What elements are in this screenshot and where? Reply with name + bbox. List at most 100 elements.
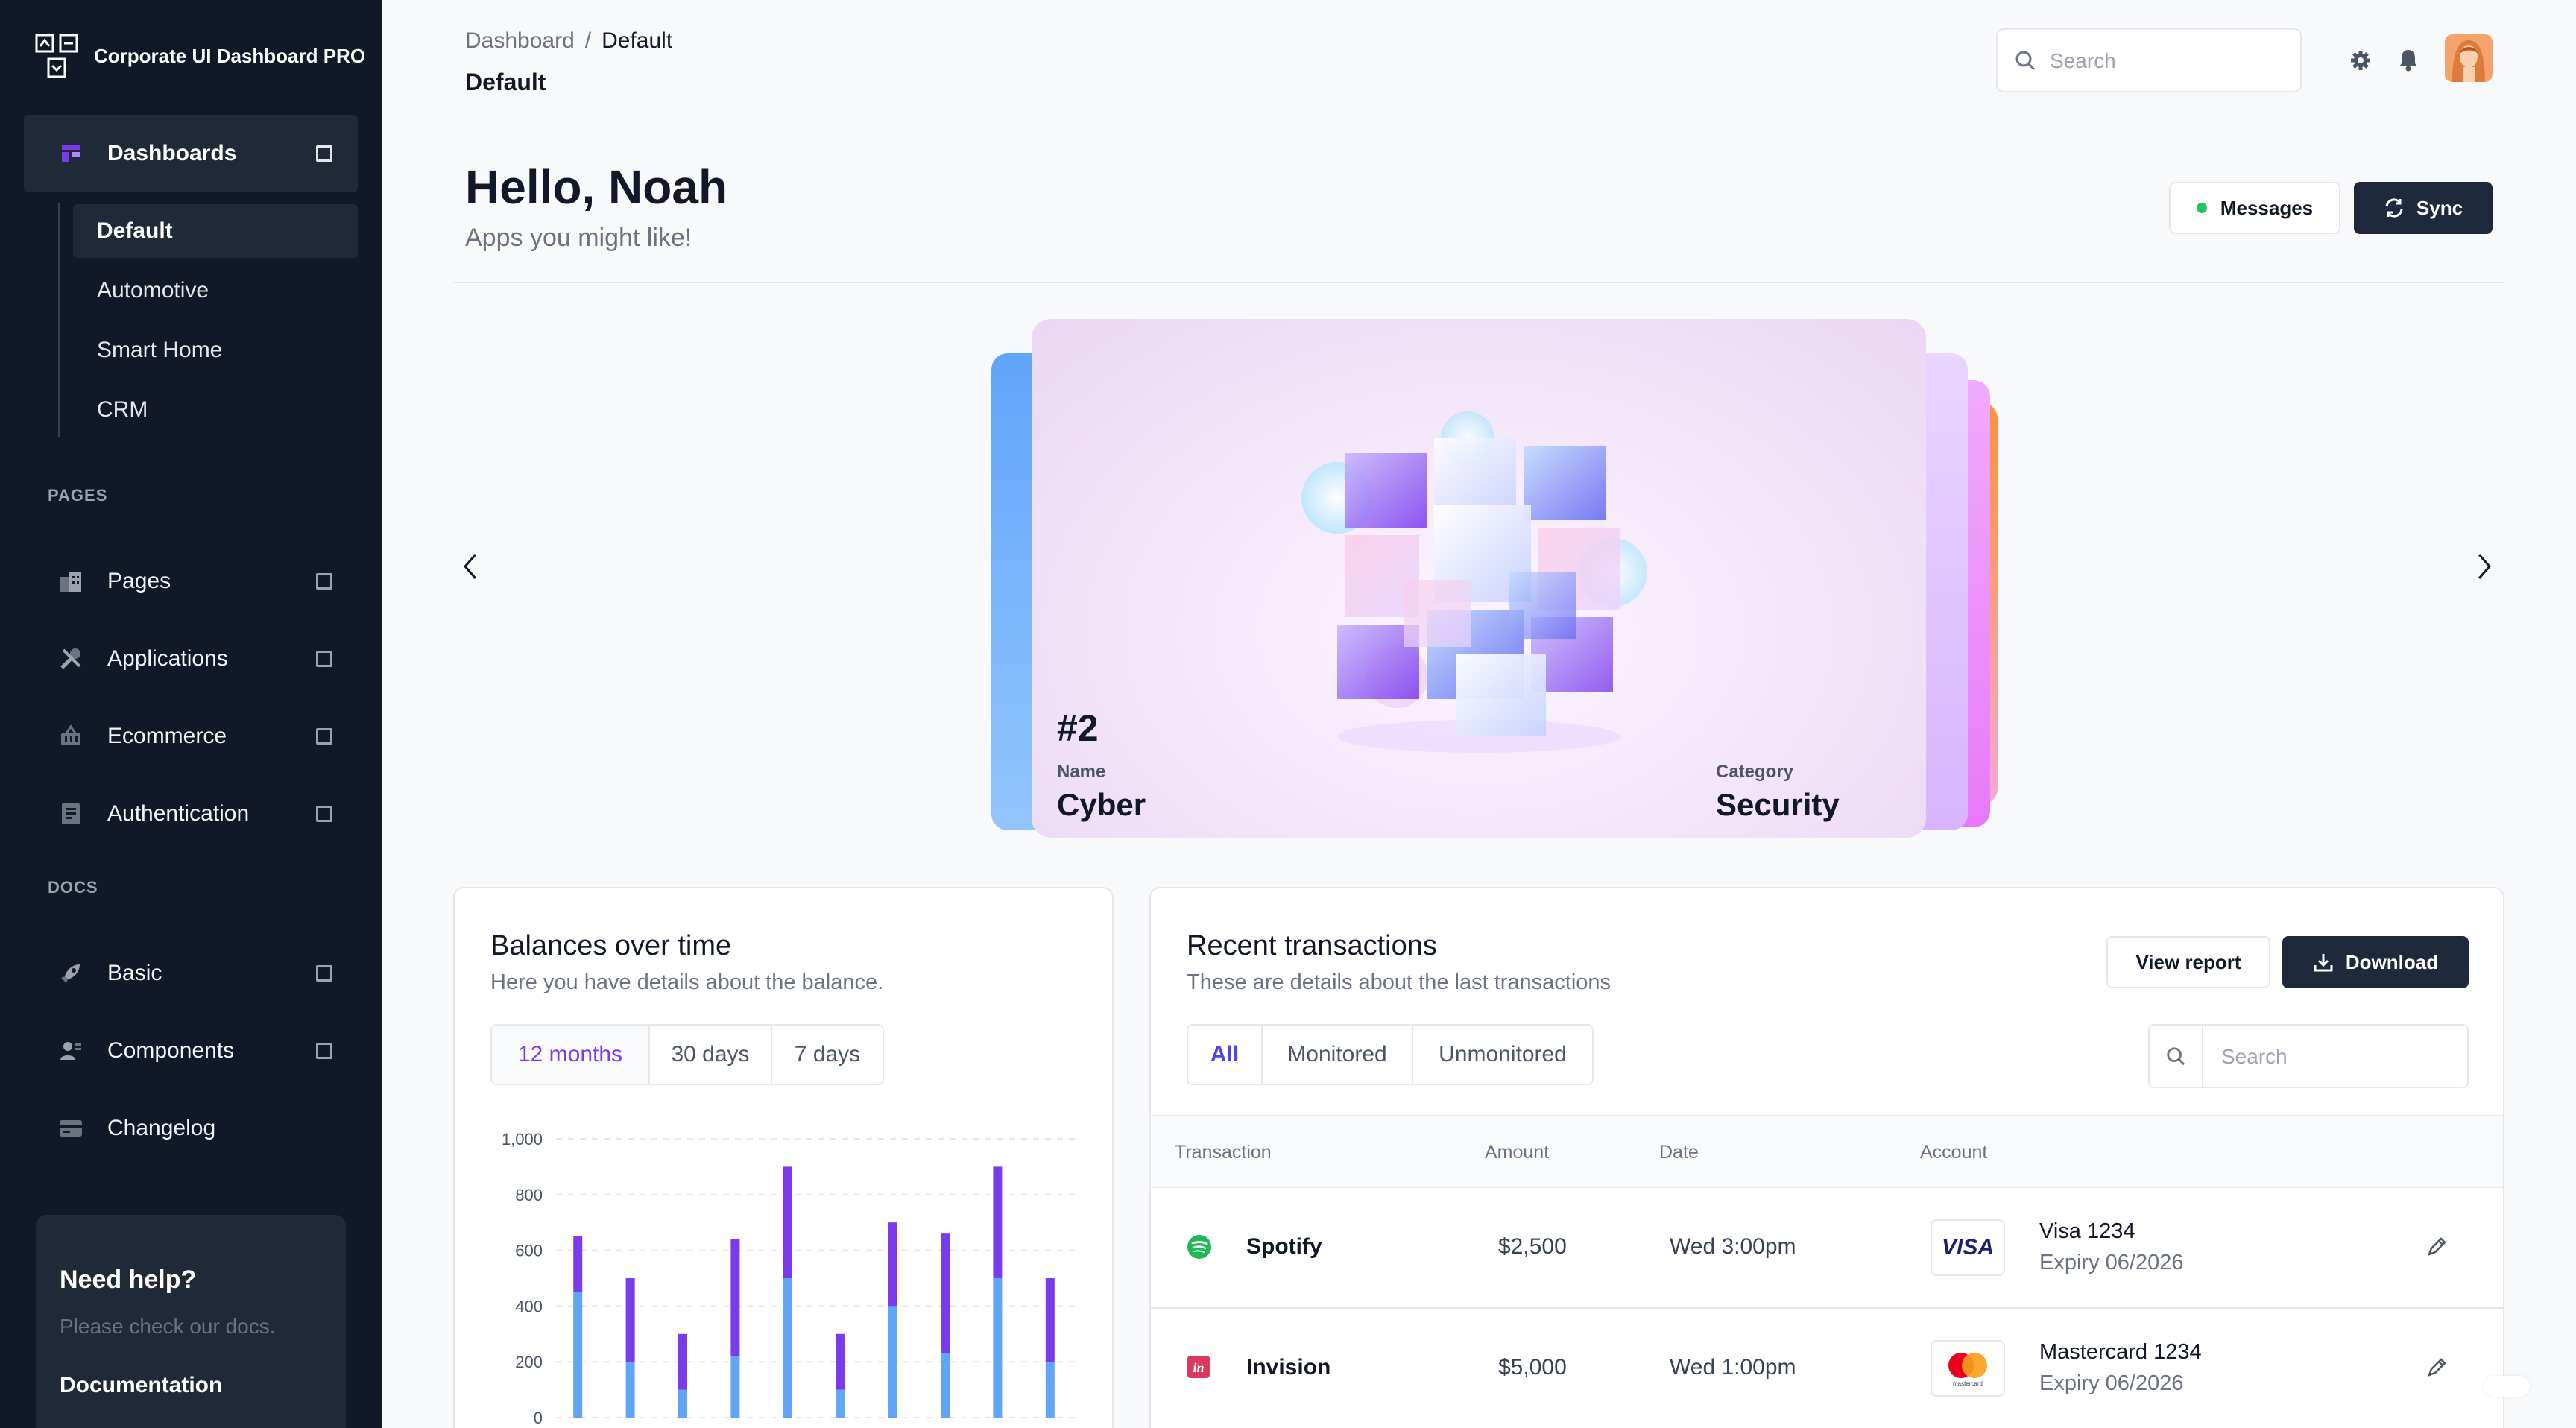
collapse-toggle-icon[interactable] <box>316 573 332 590</box>
view-report-button[interactable]: View report <box>2106 936 2270 988</box>
sidebar-item-applications[interactable]: Applications <box>24 629 358 689</box>
chart-bar-series-2[interactable] <box>836 1333 845 1390</box>
sidebar-subitem-automotive[interactable]: Automotive <box>97 278 209 303</box>
sync-button[interactable]: Sync <box>2354 182 2493 234</box>
y-tick-label: 400 <box>515 1297 543 1315</box>
search-input[interactable] <box>2050 45 2288 78</box>
carousel-card[interactable]: #2 Name Cyber Category Security <box>1032 319 1926 838</box>
chart-bar-series-2[interactable] <box>730 1239 740 1356</box>
sidebar-item-ecommerce[interactable]: Ecommerce <box>24 707 358 766</box>
sidebar-item-label: Pages <box>107 569 171 593</box>
sidebar-item-basic[interactable]: Basic <box>24 944 358 1003</box>
tab-unmonitored[interactable]: Unmonitored <box>1413 1026 1592 1084</box>
table-row[interactable]: in Invision $5,000 Wed 1:00pm mastercard… <box>1151 1309 2503 1428</box>
chart-bar-series-1[interactable] <box>573 1292 583 1418</box>
brand[interactable]: Corporate UI Dashboard PRO <box>34 33 365 79</box>
collapse-toggle-icon[interactable] <box>316 965 332 982</box>
pencil-icon[interactable] <box>2425 1356 2448 1379</box>
bell-icon[interactable] <box>2397 48 2419 72</box>
carousel-category-value: Security <box>1716 787 1840 822</box>
sidebar-subitem-smart-home[interactable]: Smart Home <box>97 338 223 362</box>
sidebar-item-changelog[interactable]: Changelog <box>24 1099 358 1158</box>
download-button[interactable]: Download <box>2282 936 2469 988</box>
chart-bar-series-2[interactable] <box>573 1236 583 1292</box>
chart-bar-series-1[interactable] <box>836 1389 845 1418</box>
collapse-toggle-icon[interactable] <box>316 728 332 745</box>
y-tick-label: 200 <box>515 1353 543 1371</box>
chart-bar-series-2[interactable] <box>993 1166 1003 1278</box>
chevron-left-icon[interactable] <box>459 552 482 581</box>
column-header-amount[interactable]: Amount <box>1485 1142 1550 1163</box>
breadcrumb-current: Default <box>602 28 673 53</box>
search-box[interactable] <box>1996 28 2302 92</box>
sidebar-item-components[interactable]: Components <box>24 1021 358 1081</box>
help-card: Need help? Please check our docs. Docume… <box>36 1215 346 1428</box>
documentation-link[interactable]: Documentation <box>60 1373 223 1397</box>
mastercard-logo-icon: mastercard <box>1931 1340 2005 1397</box>
chart-bar-series-1[interactable] <box>888 1306 897 1418</box>
transactions-search[interactable] <box>2148 1024 2469 1088</box>
chart-bar-series-1[interactable] <box>993 1278 1003 1418</box>
building-icon <box>58 569 83 594</box>
basket-icon <box>58 724 83 749</box>
chart-bar-series-2[interactable] <box>941 1233 950 1353</box>
sidebar-item-label: Components <box>107 1038 235 1063</box>
collapse-toggle-icon[interactable] <box>316 145 332 162</box>
chart-bar-series-1[interactable] <box>783 1278 792 1418</box>
tab-7-days[interactable]: 7 days <box>772 1026 883 1084</box>
collapse-toggle-icon[interactable] <box>316 1043 332 1059</box>
chart-bar-series-1[interactable] <box>1045 1362 1055 1418</box>
transaction-amount: $5,000 <box>1498 1355 1567 1380</box>
avatar[interactable] <box>2445 34 2493 82</box>
gear-icon[interactable] <box>2349 49 2372 72</box>
balances-card: Balances over time Here you have details… <box>453 887 1114 1428</box>
collapse-toggle-icon[interactable] <box>316 806 332 822</box>
transactions-search-input[interactable] <box>2221 1040 2445 1073</box>
scroll-indicator[interactable] <box>2484 1376 2530 1397</box>
column-header-account[interactable]: Account <box>1920 1142 1988 1163</box>
chart-bar-series-2[interactable] <box>783 1166 792 1278</box>
column-header-date[interactable]: Date <box>1659 1142 1699 1163</box>
breadcrumb: Dashboard / Default <box>465 28 672 54</box>
online-status-dot-icon <box>2196 203 2207 213</box>
collapse-toggle-icon[interactable] <box>316 651 332 667</box>
column-header-transaction[interactable]: Transaction <box>1175 1142 1272 1163</box>
sidebar-item-label: Basic <box>107 961 162 985</box>
sidebar-item-label: Authentication <box>107 801 250 826</box>
sync-button-label: Sync <box>2416 196 2463 219</box>
chart-bar-series-1[interactable] <box>625 1362 635 1418</box>
pencil-icon[interactable] <box>2425 1236 2448 1258</box>
chart-bar-series-1[interactable] <box>730 1356 740 1418</box>
sidebar-item-authentication[interactable]: Authentication <box>24 784 358 844</box>
document-icon <box>58 801 83 827</box>
chart-bar-series-1[interactable] <box>941 1353 950 1418</box>
chart-bar-series-2[interactable] <box>625 1278 635 1362</box>
tab-12-months[interactable]: 12 months <box>492 1026 650 1084</box>
carousel-category-label: Category <box>1716 762 1794 782</box>
y-tick-label: 0 <box>534 1409 543 1427</box>
sidebar-subitem-default[interactable]: Default <box>73 204 358 258</box>
tab-monitored[interactable]: Monitored <box>1263 1026 1413 1084</box>
tab-30-days[interactable]: 30 days <box>650 1026 772 1084</box>
carousel-name-label: Name <box>1057 762 1106 782</box>
transaction-date: Wed 3:00pm <box>1670 1234 1796 1259</box>
search-icon <box>2015 51 2036 71</box>
chart-bar-series-2[interactable] <box>678 1333 687 1390</box>
chevron-right-icon[interactable] <box>2473 552 2496 581</box>
table-row[interactable]: Spotify $2,500 Wed 3:00pm VISA Visa 1234… <box>1151 1188 2503 1309</box>
sidebar-item-dashboards[interactable]: Dashboards <box>24 115 358 192</box>
chart-bar-series-1[interactable] <box>678 1389 687 1418</box>
sidebar-item-label: Dashboards <box>107 141 237 165</box>
chart-bar-series-2[interactable] <box>888 1222 897 1307</box>
spotify-icon <box>1187 1235 1211 1259</box>
visa-logo-icon: VISA <box>1931 1219 2005 1276</box>
sidebar-item-pages[interactable]: Pages <box>24 552 358 611</box>
tab-all[interactable]: All <box>1188 1026 1263 1084</box>
account-name: Mastercard 1234 <box>2039 1340 2202 1364</box>
chart-bar-series-2[interactable] <box>1045 1278 1055 1362</box>
messages-button[interactable]: Messages <box>2169 182 2340 234</box>
sidebar-subitem-crm[interactable]: CRM <box>97 397 148 422</box>
breadcrumb-root[interactable]: Dashboard <box>465 28 575 53</box>
filter-tabs: All Monitored Unmonitored <box>1187 1024 1594 1085</box>
invision-icon: in <box>1187 1356 1210 1378</box>
